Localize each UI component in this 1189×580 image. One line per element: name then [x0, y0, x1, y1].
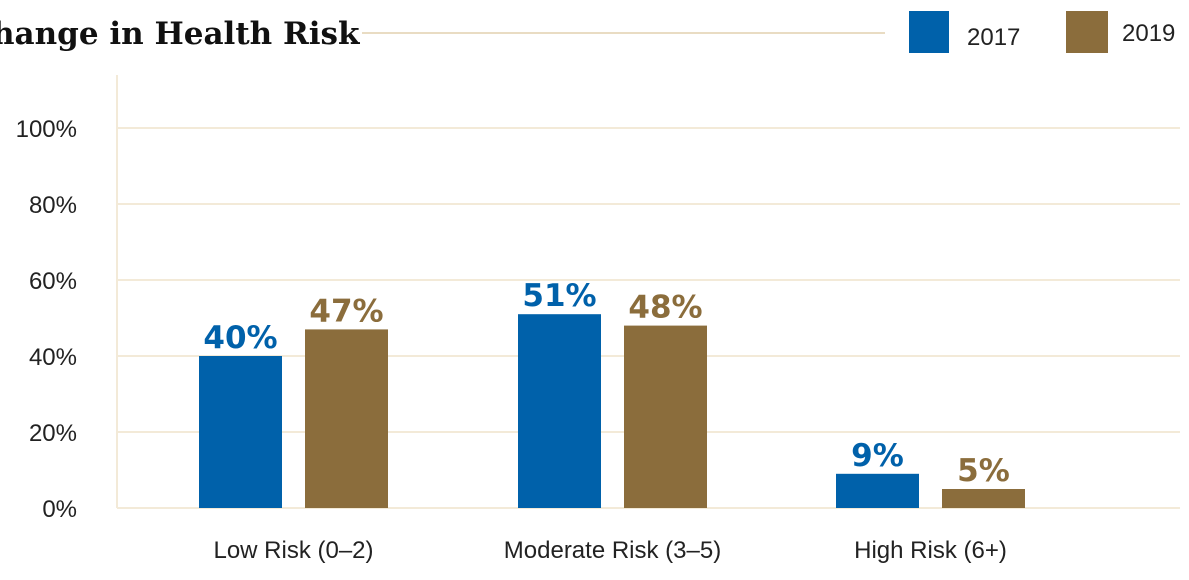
data-label-2019: 47%	[309, 293, 383, 329]
data-label-2017: 40%	[203, 320, 277, 356]
y-tick-label: 0%	[42, 496, 77, 523]
x-category-label: Low Risk (0–2)	[213, 537, 373, 564]
bar-2019	[305, 329, 388, 508]
data-labels: 40% 47% 51% 48% 9% 5%	[203, 278, 1009, 489]
y-tick-label: 80%	[29, 192, 77, 219]
y-tick-label: 60%	[29, 268, 77, 295]
legend-swatch-2017	[909, 11, 949, 53]
bar-2017	[199, 356, 282, 508]
y-tick-label: 100%	[16, 116, 77, 143]
x-category-label: Moderate Risk (3–5)	[504, 537, 721, 564]
y-axis-ticks: 0% 20% 40% 60% 80% 100%	[16, 116, 77, 523]
legend-label-2019: 2019	[1122, 20, 1175, 47]
legend-label-2017: 2017	[967, 24, 1020, 51]
bar-2019	[624, 325, 707, 508]
x-category-label: High Risk (6+)	[854, 537, 1007, 564]
chart-title: hange in Health Risk	[0, 16, 361, 52]
data-label-2017: 51%	[522, 278, 596, 314]
bar-2017	[836, 473, 919, 508]
legend-swatch-2019	[1066, 11, 1108, 53]
x-axis-categories: Low Risk (0–2) Moderate Risk (3–5) High Ri…	[213, 537, 1006, 564]
data-label-2019: 5%	[957, 453, 1010, 489]
bars	[199, 314, 1025, 508]
legend: 2017 2019	[909, 11, 1175, 53]
y-tick-label: 40%	[29, 344, 77, 371]
data-label-2017: 9%	[851, 438, 904, 474]
bar-2017	[518, 314, 601, 508]
y-tick-label: 20%	[29, 420, 77, 447]
data-label-2019: 48%	[628, 290, 702, 326]
bar-2019	[942, 489, 1025, 508]
